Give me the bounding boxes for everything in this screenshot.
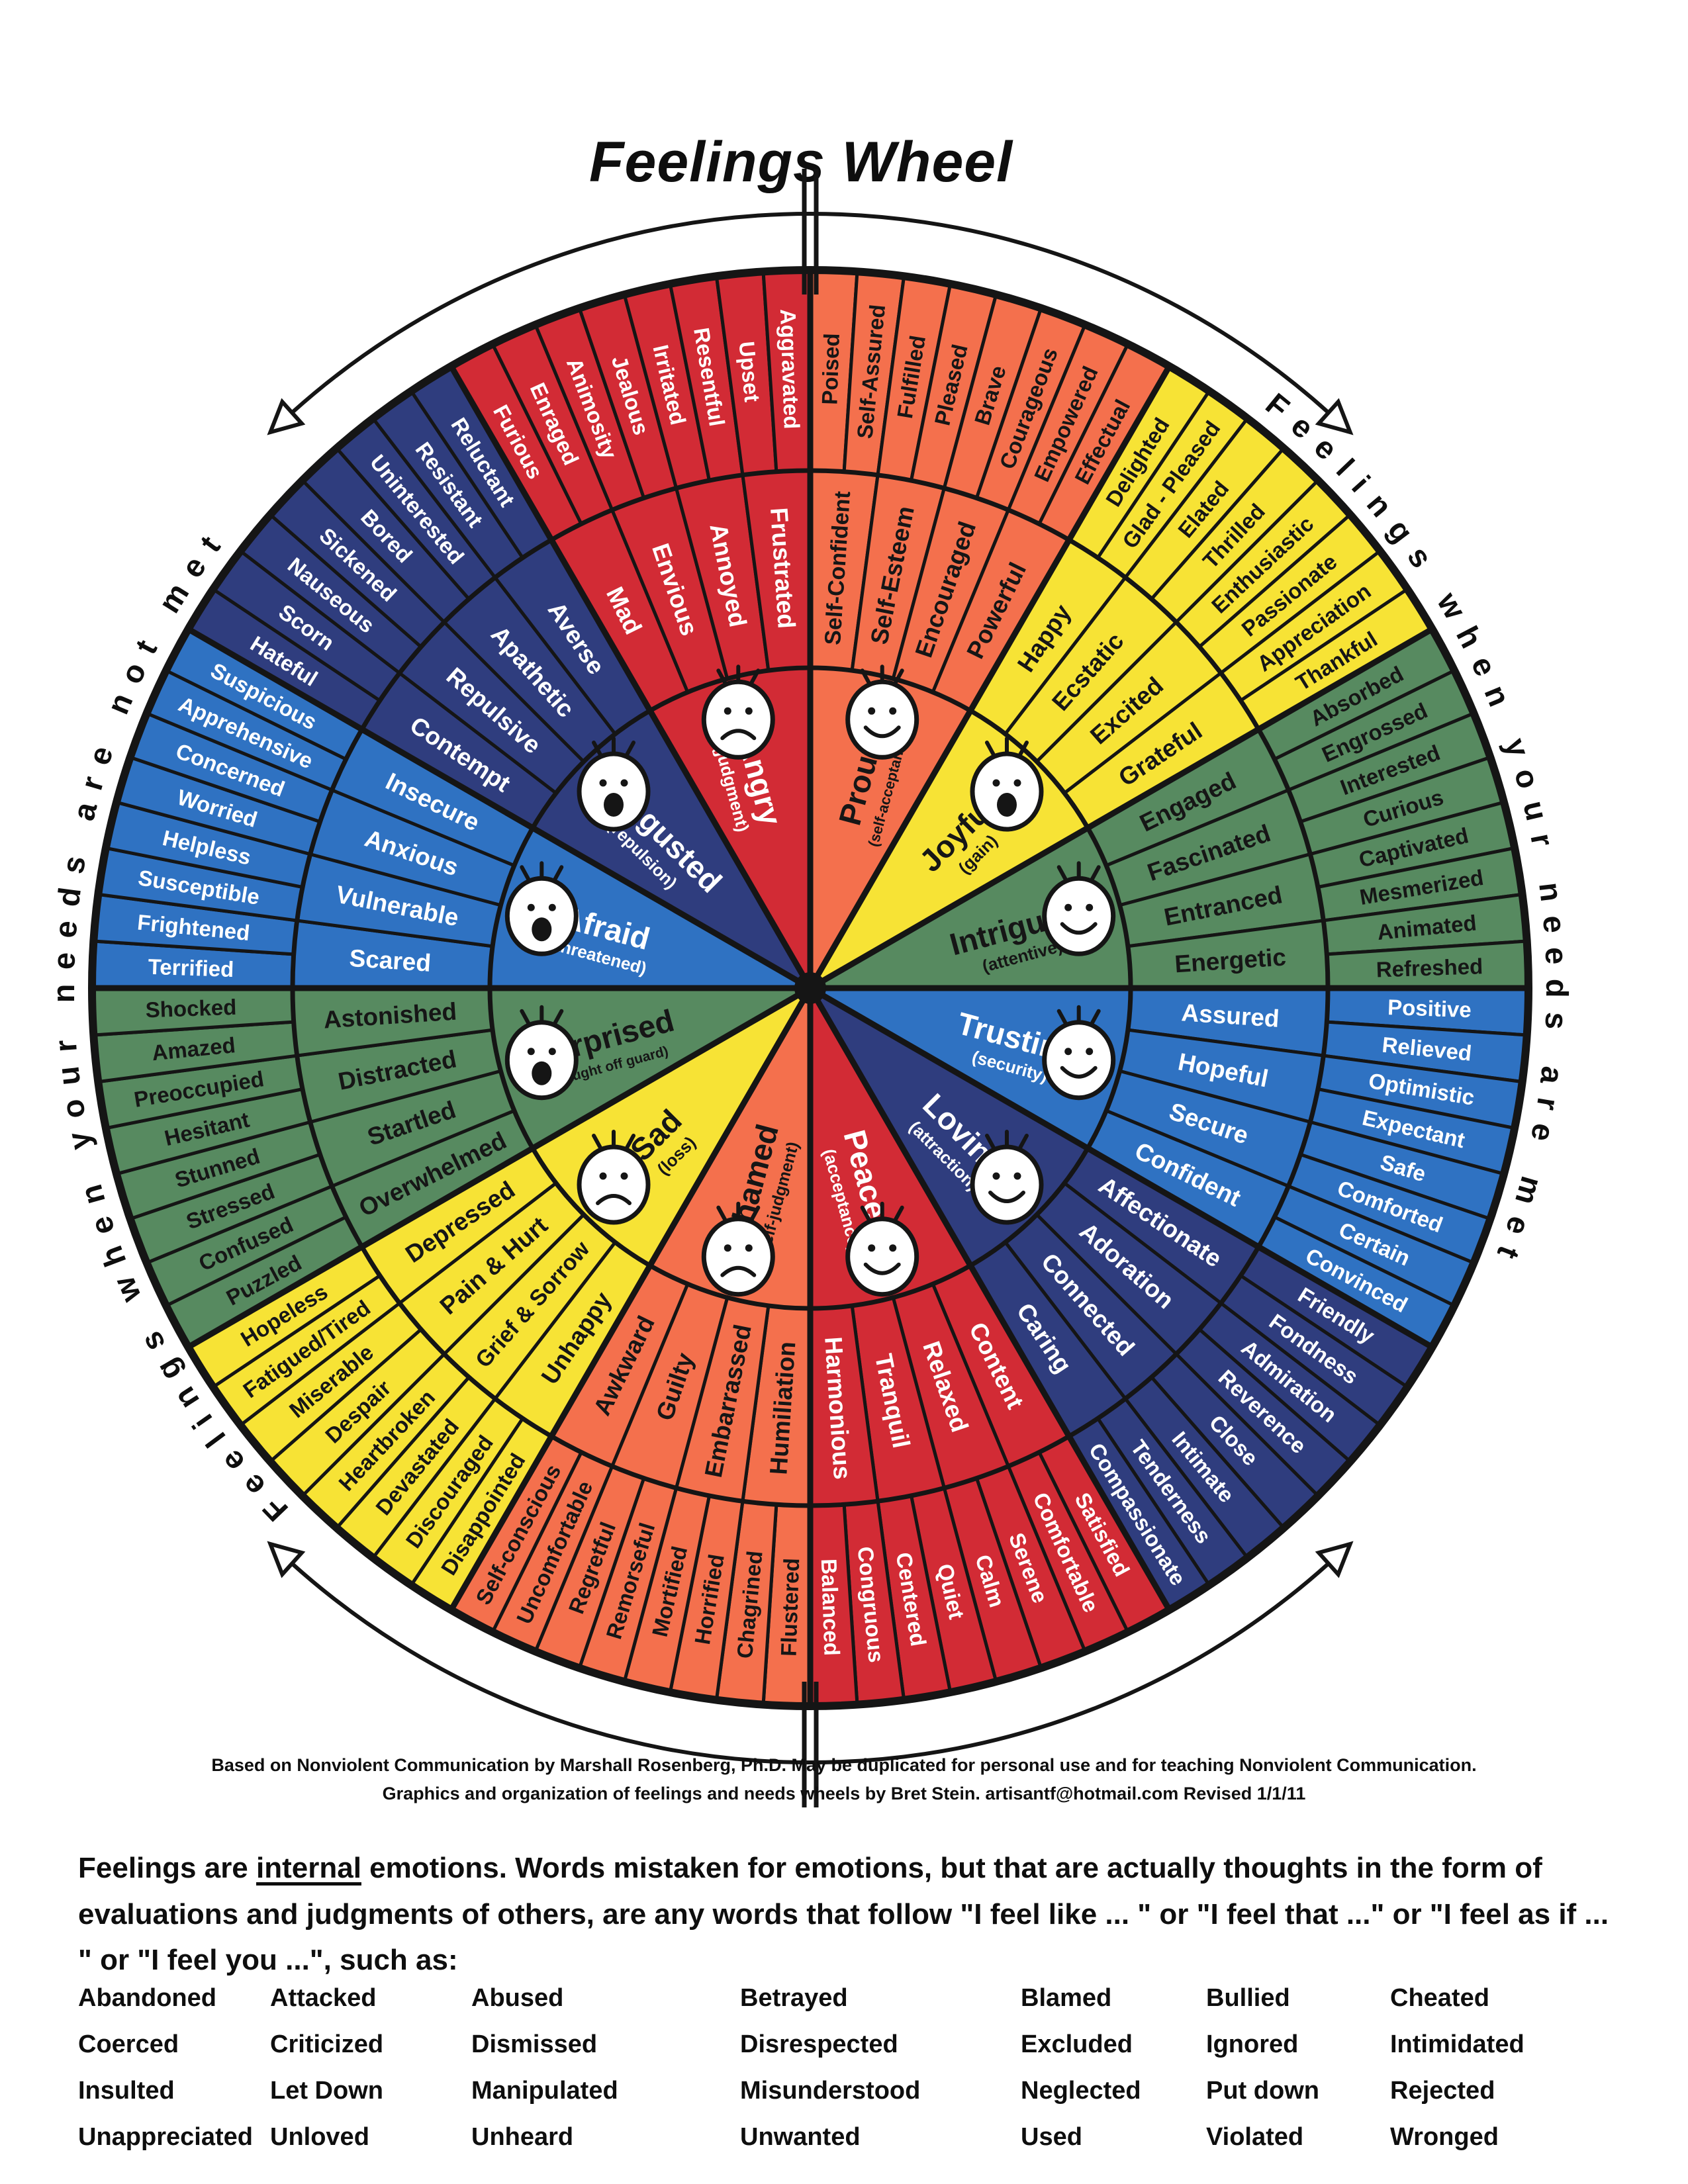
paragraph-underlined-word: internal (256, 1852, 361, 1884)
label-surprised-outer-7: Shocked (145, 995, 237, 1022)
label-proud-outer-0: Poised (817, 333, 844, 405)
page-title: Feelings Wheel (588, 130, 1013, 194)
word-column-1: Abandoned Coerced Insulted Unappreciated (78, 1975, 253, 2160)
svg-text:Positive: Positive (1387, 995, 1472, 1022)
attribution-line-2: Graphics and organization of feelings an… (382, 1784, 1306, 1804)
mistaken-word: Manipulated (471, 2077, 618, 2105)
label-trusting-outer-0: Positive (1387, 995, 1472, 1022)
word-column-5: Blamed Excluded Neglected Used (1021, 1975, 1141, 2160)
mistaken-word: Ignored (1206, 2030, 1299, 2058)
mistaken-word: Unloved (270, 2123, 369, 2151)
sector-trusting: Trusting(security) (802, 986, 1530, 1349)
sector-divider (187, 626, 812, 991)
cartoon-face-loving-icon (970, 1129, 1044, 1225)
label-afraid-outer-0: Terrified (148, 954, 234, 981)
mistaken-word: Used (1021, 2123, 1082, 2151)
svg-text:Upset: Upset (734, 340, 765, 403)
mistaken-word: Unappreciated (78, 2123, 253, 2151)
mistaken-word: Rejected (1390, 2077, 1495, 2105)
sector-loving: Loving(attraction) (804, 982, 1435, 1613)
cartoon-face-joyful-icon (970, 737, 1044, 832)
mistaken-word: Criticized (270, 2030, 384, 2058)
svg-text:Shocked: Shocked (145, 995, 237, 1022)
mistaken-word: Insulted (78, 2077, 175, 2105)
feelings-wheel-svg: Proud(self-acceptance)Self-Confident Self… (46, 169, 1561, 1807)
mistaken-word: Abused (471, 1984, 564, 2012)
mistaken-word: Misunderstood (740, 2077, 921, 2105)
mistaken-word: Excluded (1021, 2030, 1133, 2058)
attribution-line-1: Based on Nonviolent Communication by Mar… (211, 1755, 1477, 1775)
mistaken-word: Bullied (1206, 1984, 1290, 2012)
label-afraid-middle-0: Scared (348, 944, 432, 977)
svg-text:Terrified: Terrified (148, 954, 234, 981)
sector-divider (448, 365, 813, 990)
direction-arrowhead-icon (267, 1541, 306, 1578)
mistaken-word: Blamed (1021, 1984, 1112, 2012)
wheel-rim (88, 266, 1532, 1710)
svg-text:Balanced: Balanced (817, 1559, 845, 1657)
wheel-container: Proud (self-acceptance) Self-Confident Self… (46, 169, 1561, 1807)
label-peaceful-outer-7: Balanced (817, 1559, 845, 1657)
direction-arrowhead-icon (267, 398, 306, 435)
sector-divider (808, 985, 1434, 1350)
mistaken-word: Neglected (1021, 2077, 1141, 2105)
paragraph-rest: emotions. Words mistaken for emotions, b… (78, 1852, 1609, 1977)
bottom-direction-arc (291, 1562, 1330, 1764)
mistaken-word: Unwanted (740, 2123, 861, 2151)
mistaken-words-list: Abandoned Coerced Insulted Unappreciated Att… (0, 1975, 1688, 2173)
word-column-4: Betrayed Disrespected Misunderstood Unwante… (740, 1975, 920, 2160)
sector-divider (448, 986, 813, 1612)
svg-text:Aggravated: Aggravated (776, 308, 804, 430)
svg-text:Scared: Scared (348, 944, 432, 977)
label-angry-outer-6: Upset (734, 340, 765, 403)
attribution: Based on Nonviolent Communication by Mar… (0, 1751, 1688, 1808)
sector-divider (808, 986, 1172, 1612)
mistaken-word: Cheated (1390, 1984, 1489, 2012)
mistaken-word: Intimidated (1390, 2030, 1524, 2058)
paragraph-lead: Feelings are (78, 1852, 257, 1884)
sector-divider (808, 626, 1434, 991)
cartoon-face-ashamed-icon (701, 1201, 775, 1297)
sector-angry: Angry(judgment) (449, 268, 812, 996)
mistaken-word: Betrayed (740, 1984, 848, 2012)
cartoon-face-sad-icon (577, 1129, 651, 1225)
wheel-center-dot (794, 972, 826, 1004)
word-column-3: Abused Dismissed Manipulated Unheard (471, 1975, 618, 2160)
mistaken-word: Put down (1206, 2077, 1319, 2105)
mistaken-word: Let Down (270, 2077, 383, 2105)
label-angry-outer-7: Aggravated (776, 308, 804, 430)
mistaken-word: Dismissed (471, 2030, 598, 2058)
cartoon-face-disgusted-icon (577, 737, 651, 832)
mistaken-word: Violated (1206, 2123, 1304, 2151)
direction-arrowhead-icon (1315, 398, 1354, 435)
mistaken-word: Unheard (471, 2123, 574, 2151)
cartoon-face-intrigued-icon (1042, 861, 1116, 956)
label-ashamed-outer-0: Flustered (776, 1558, 804, 1657)
mistaken-word: Abandoned (78, 1984, 216, 2012)
label-trusting-middle-0: Assured (1180, 999, 1280, 1032)
word-column-6: Bullied Ignored Put down Violated (1206, 1975, 1319, 2160)
cartoon-face-afraid-icon (504, 861, 579, 956)
cartoon-face-peaceful-icon (845, 1201, 919, 1297)
sector-divider (808, 365, 1172, 990)
word-column-2: Attacked Criticized Let Down Unloved (270, 1975, 383, 2160)
direction-arrowhead-icon (1315, 1541, 1354, 1578)
label-intrigued-outer-7: Refreshed (1376, 954, 1483, 981)
mistaken-word: Disrespected (740, 2030, 898, 2058)
sector-divider (187, 985, 812, 1350)
mistaken-word: Coerced (78, 2030, 179, 2058)
mistaken-word: Wronged (1390, 2123, 1499, 2151)
word-column-7: Cheated Intimidated Rejected Wronged (1390, 1975, 1524, 2160)
svg-text:Poised: Poised (817, 333, 844, 405)
cartoon-face-trusting-icon (1042, 1005, 1116, 1101)
sector-surprised: Surprised(caught off guard) (90, 986, 818, 1349)
svg-text:Flustered: Flustered (776, 1558, 804, 1657)
top-direction-arc (291, 212, 1330, 414)
svg-text:Assured: Assured (1180, 999, 1280, 1032)
svg-text:Refreshed: Refreshed (1376, 954, 1483, 981)
mistaken-word: Attacked (270, 1984, 377, 2012)
cartoon-face-surprised-icon (504, 1005, 579, 1101)
footer-paragraph: Feelings are internal emotions. Words mi… (78, 1845, 1620, 1983)
